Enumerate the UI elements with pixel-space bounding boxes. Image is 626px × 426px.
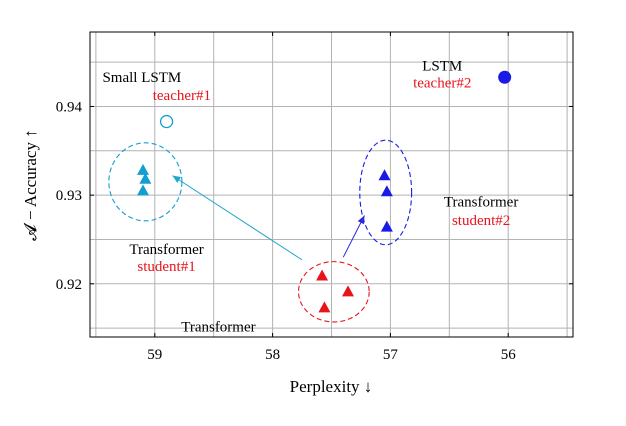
point-triangle-transformer_baseline — [316, 269, 329, 281]
annotation-small-lstm: Small LSTM — [102, 70, 181, 86]
x-tick-label: 56 — [501, 347, 517, 363]
plot-frame — [89, 31, 574, 338]
point-triangle-transformer_student1 — [137, 163, 150, 175]
annotation-student1: student#1 — [137, 259, 195, 275]
y-axis-title: 𝓐 − Accuracy ↑ — [21, 129, 40, 240]
group-ellipses — [108, 139, 413, 323]
point-triangle-transformer_student1 — [137, 184, 150, 196]
annotation-transformer-s1: Transformer — [129, 242, 203, 258]
arrow-head-1 — [172, 175, 182, 183]
data-points — [137, 70, 512, 313]
annotation-teacher2: teacher#2 — [413, 76, 471, 92]
point-triangle-transformer_student1 — [139, 172, 152, 184]
axis-ticks: 59 58 57 56 0.92 0.93 0.94 — [56, 32, 573, 363]
x-tick-label: 57 — [383, 347, 399, 363]
x-tick-label: 59 — [147, 347, 162, 363]
annotation-transformer-base: Transformer — [181, 319, 255, 335]
point-triangle-transformer_baseline — [341, 285, 354, 297]
annotation-lstm: LSTM — [422, 59, 462, 75]
annotation-student2: student#2 — [452, 213, 510, 229]
annotation-transformer-s2: Transformer — [444, 194, 518, 210]
y-tick-label: 0.94 — [56, 99, 83, 115]
grid-lines — [90, 32, 573, 337]
ellipse-transformer_student2 — [359, 139, 413, 246]
point-circle-lstm_teacher2 — [498, 70, 512, 84]
ellipse-transformer_baseline — [297, 261, 370, 323]
point-triangle-transformer_baseline — [318, 301, 331, 313]
arrow-line-1 — [172, 175, 303, 261]
point-triangle-transformer_student2 — [378, 169, 391, 181]
distillation-arrows — [172, 175, 365, 261]
point-triangle-transformer_student2 — [380, 185, 393, 197]
x-axis-title: Perplexity ↓ — [290, 377, 373, 396]
arrow-head-2 — [357, 215, 365, 225]
y-tick-label: 0.92 — [56, 277, 82, 293]
x-tick-label: 58 — [265, 347, 280, 363]
annotation-teacher1: teacher#1 — [153, 88, 211, 104]
point-triangle-transformer_student2 — [380, 220, 393, 232]
point-circle-small_lstm_teacher1 — [159, 114, 174, 129]
y-tick-label: 0.93 — [56, 188, 82, 204]
